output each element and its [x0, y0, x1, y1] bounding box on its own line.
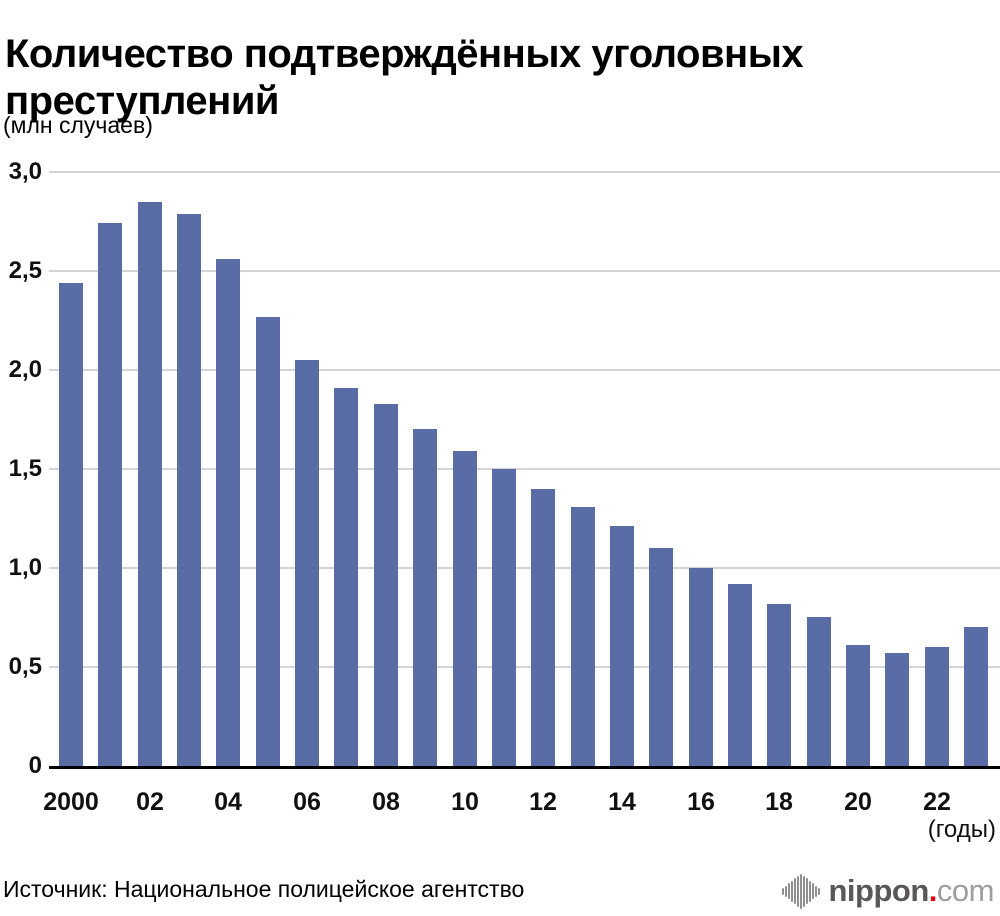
bar-2007 [334, 388, 358, 766]
bar-2022 [925, 647, 949, 766]
x-tick-label: 12 [529, 788, 557, 816]
y-tick-label: 0 [28, 752, 42, 779]
bar-2005 [256, 317, 280, 766]
bar-2014 [610, 526, 634, 766]
bar-2012 [531, 489, 555, 766]
nippon-logo-text: nippon . com [829, 873, 995, 909]
gridline [49, 171, 1000, 173]
x-tick-label: 18 [765, 788, 793, 816]
bar-2019 [807, 617, 831, 766]
nippon-logo: nippon . com [781, 870, 995, 912]
x-axis-line [49, 766, 1000, 769]
source-caption: Источник: Национальное полицейское агент… [3, 876, 525, 902]
bar-2017 [728, 584, 752, 766]
logo-red-dot: . [928, 873, 938, 908]
bar-2020 [846, 645, 870, 766]
gridline [49, 666, 1000, 668]
bar-2003 [177, 214, 201, 766]
y-tick-label: 0,5 [8, 653, 42, 680]
chart-title: Количество подтверждённых уголовных прес… [5, 31, 804, 123]
bar-2010 [453, 451, 477, 766]
y-tick-label: 3,0 [8, 158, 42, 185]
bar-2006 [295, 360, 319, 766]
x-tick-label: 04 [214, 788, 242, 816]
x-tick-label: 10 [451, 788, 479, 816]
bar-2000 [59, 283, 83, 766]
x-tick-label: 14 [608, 788, 636, 816]
x-tick-label: 2000 [43, 788, 99, 816]
gridline [49, 369, 1000, 371]
x-tick-label: 06 [293, 788, 321, 816]
logo-text-com: com [936, 873, 995, 908]
bar-chart: 3,0 2,5 2,0 1,5 1,0 0,5 0 2000 02 04 06 08 10 12 14 16 1… [0, 158, 1000, 840]
bar-2001 [98, 223, 122, 766]
bar-2009 [413, 429, 437, 766]
bar-2002 [138, 202, 162, 766]
chart-unit-label: (млн случаев) [3, 112, 153, 138]
bar-2021 [885, 653, 909, 766]
y-tick-label: 1,0 [8, 554, 42, 581]
y-tick-label: 2,5 [8, 257, 42, 284]
bar-2004 [216, 259, 240, 766]
bar-2008 [374, 404, 398, 766]
gridline [49, 270, 1000, 272]
x-axis-unit-label: (годы) [927, 816, 996, 843]
x-tick-label: 20 [844, 788, 872, 816]
bar-2018 [767, 604, 791, 766]
x-tick-label: 16 [687, 788, 715, 816]
soundwave-icon [781, 873, 821, 909]
x-tick-label: 02 [136, 788, 164, 816]
bar-2011 [492, 469, 516, 766]
bar-2016 [689, 568, 713, 766]
bar-2015 [649, 548, 673, 766]
bar-2013 [571, 507, 595, 766]
gridline [49, 468, 1000, 470]
x-tick-label: 22 [923, 788, 951, 816]
gridline [49, 567, 1000, 569]
x-tick-label: 08 [372, 788, 400, 816]
y-tick-label: 1,5 [8, 455, 42, 482]
y-tick-label: 2,0 [8, 356, 42, 383]
bar-2023 [964, 627, 988, 766]
logo-text-nippon: nippon [828, 873, 930, 908]
